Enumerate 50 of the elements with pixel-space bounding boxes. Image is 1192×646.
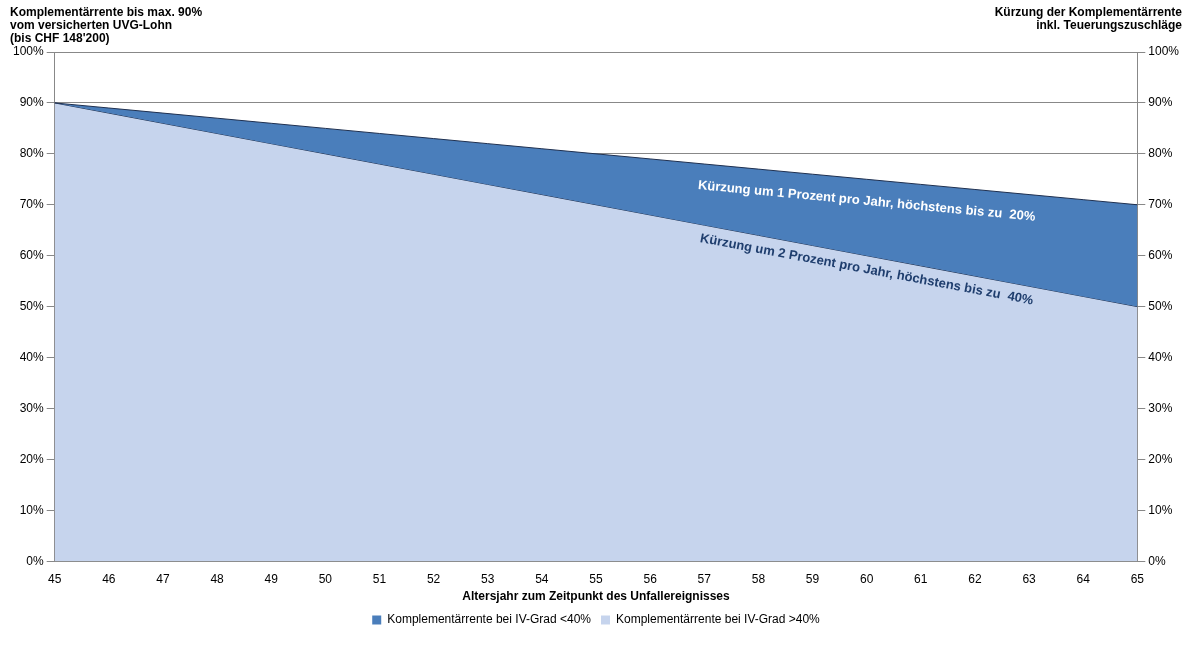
x-tick-label: 60 bbox=[859, 571, 874, 586]
y2-tick-label: 100% bbox=[1148, 44, 1180, 59]
x-tick-label: 49 bbox=[264, 571, 279, 586]
x-tick-label: 54 bbox=[535, 571, 549, 586]
x-tick-label: 55 bbox=[589, 571, 603, 586]
y2-tick-label: 40% bbox=[1148, 349, 1173, 364]
y2-tick-label: 0% bbox=[1148, 553, 1166, 568]
x-tick-label: 51 bbox=[372, 571, 387, 586]
y2-axis-title: Kürzung der Komplementärrente inkl. Teuerungszuschläge bbox=[994, 5, 1182, 32]
annotation: Kürzung um 2 Prozent pro Jahr, höchstens bis zu 40% bbox=[698, 230, 1036, 308]
x-tick-label: 63 bbox=[1022, 571, 1037, 586]
y2-tick-label: 90% bbox=[1148, 95, 1173, 110]
y-tick-label: 0% bbox=[26, 553, 45, 568]
y2-tick-label: 50% bbox=[1148, 298, 1173, 313]
y2-tick-label: 60% bbox=[1148, 247, 1173, 262]
legend-label: Komplementärrente bei IV-Grad <40% bbox=[387, 612, 592, 627]
x-tick-label: 52 bbox=[426, 571, 441, 586]
x-tick-label: 46 bbox=[102, 571, 116, 586]
y-tick-label: 80% bbox=[19, 146, 45, 161]
y-tick-label: 40% bbox=[19, 349, 45, 364]
y2-tick-label: 30% bbox=[1148, 400, 1173, 415]
y2-tick-label: 20% bbox=[1148, 451, 1173, 466]
x-tick-label: 61 bbox=[914, 571, 928, 586]
annotation: Kürzung um 1 Prozent pro Jahr, höchstens bis zu 20% bbox=[697, 177, 1037, 224]
y-tick-label: 50% bbox=[19, 298, 45, 313]
x-tick-label: 57 bbox=[697, 571, 712, 586]
x-tick-label: 65 bbox=[1130, 571, 1145, 586]
y2-tick-label: 10% bbox=[1148, 502, 1173, 517]
y-tick-label: 60% bbox=[19, 247, 45, 262]
y-tick-label: 10% bbox=[19, 502, 45, 517]
x-axis-title: Altersjahr zum Zeitpunkt des Unfallereignisses bbox=[462, 589, 731, 604]
y-tick-label: 100% bbox=[12, 44, 45, 59]
x-tick-label: 48 bbox=[210, 571, 225, 586]
y-tick-label: 20% bbox=[19, 451, 45, 466]
x-tick-label: 45 bbox=[48, 571, 62, 586]
x-tick-label: 47 bbox=[156, 571, 170, 586]
y2-tick-label: 80% bbox=[1148, 146, 1173, 161]
x-tick-label: 64 bbox=[1076, 571, 1091, 586]
y-tick-label: 30% bbox=[19, 400, 45, 415]
y-axis-title: Komplementärrente bis max. 90% vom versicherten UVG-Lohn (bis CHF 148'200) bbox=[10, 5, 203, 45]
x-tick-label: 59 bbox=[805, 571, 820, 586]
x-tick-label: 62 bbox=[968, 571, 982, 586]
x-tick-label: 53 bbox=[481, 571, 495, 586]
x-tick-label: 50 bbox=[318, 571, 333, 586]
y2-tick-label: 70% bbox=[1148, 197, 1173, 212]
y-tick-label: 90% bbox=[19, 95, 45, 110]
x-tick-label: 56 bbox=[643, 571, 658, 586]
x-tick-label: 58 bbox=[751, 571, 766, 586]
y-tick-label: 70% bbox=[19, 197, 45, 212]
legend-label: Komplementärrente bei IV-Grad >40% bbox=[616, 612, 821, 627]
